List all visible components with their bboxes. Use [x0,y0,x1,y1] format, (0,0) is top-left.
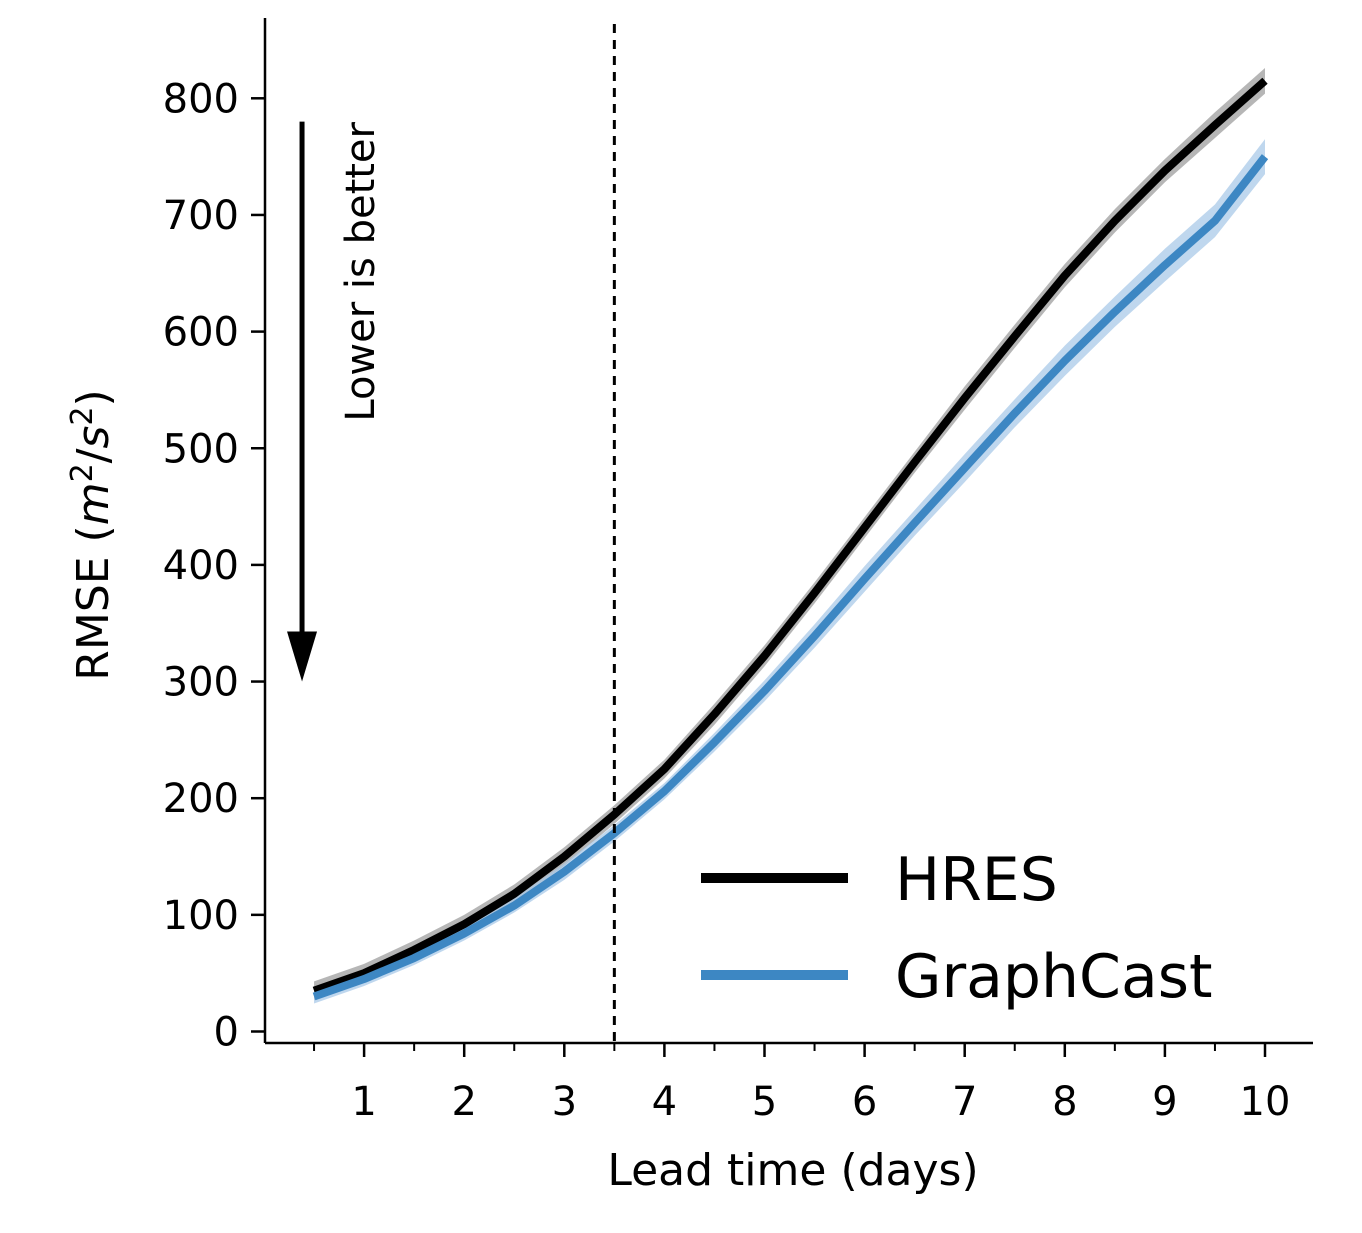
x-tick-label: 6 [852,1079,877,1125]
y-tick-label: 300 [163,660,239,706]
down-arrow-icon [287,631,318,682]
x-tick-label: 1 [351,1079,376,1125]
axes [263,18,1313,1045]
x-tick-label: 4 [652,1079,677,1125]
lower-is-better-annotation: Lower is better [287,121,384,682]
x-tick-label: 5 [752,1079,777,1125]
x-tick-label: 7 [952,1079,977,1125]
series-line-hres [312,77,1268,995]
y-axis-label: RMSE (m2/s2) [65,389,119,680]
y-tick-label: 200 [163,776,239,822]
series-lines [312,77,1269,1001]
y-tick-label: 400 [163,543,239,589]
x-tick-label: 2 [451,1079,476,1125]
y-tick-label: 0 [214,1010,239,1056]
y-tick-label: 100 [163,893,239,939]
x-tick-label: 10 [1240,1079,1291,1125]
x-tick-label: 9 [1152,1079,1177,1125]
legend-label-graphcast: GraphCast [895,942,1213,1012]
y-tick-label: 500 [163,426,239,472]
series-line-graphcast [312,154,1269,1001]
x-axis-label: Lead time (days) [607,1145,978,1196]
y-ticks: 0 100 200 300 400 500 600 700 800 [163,76,265,1056]
legend-label-hres: HRES [895,845,1058,915]
x-ticks: 1 2 3 4 5 6 7 8 9 10 [313,1043,1291,1125]
y-tick-label: 700 [163,193,239,239]
legend: HRES GraphCast [701,845,1213,1012]
y-tick-label: 800 [163,76,239,122]
x-tick-label: 8 [1052,1079,1077,1125]
y-tick-label: 600 [163,310,239,356]
x-tick-label: 3 [552,1079,577,1125]
annotation-text: Lower is better [338,121,384,421]
